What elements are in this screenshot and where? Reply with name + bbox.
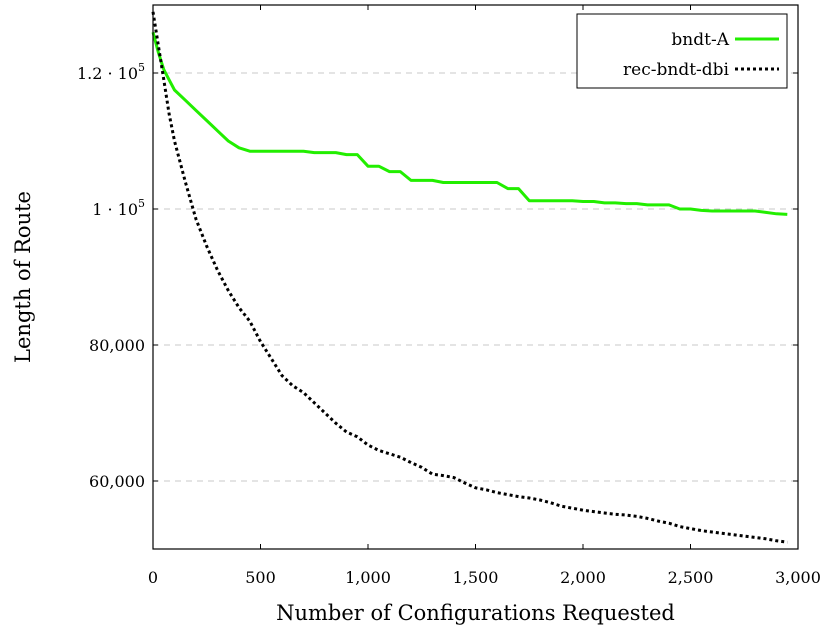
legend-box [576,13,788,89]
y-tick-label: 1.2 · 105 [77,61,145,83]
legend-label: bndt-A [671,30,729,50]
x-tick-label: 3,000 [775,568,821,587]
y-tick-label: 80,000 [89,336,145,355]
y-tick-exponent: 5 [138,61,145,74]
series-layer [151,11,788,544]
y-tick-label: 60,000 [89,472,145,491]
y-tick-base: 1.2 · 10 [77,64,138,83]
y-axis-title: Length of Route [11,191,35,363]
x-tick-label: 2,500 [668,568,714,587]
x-axis: 0 500 1,000 1,500 2,000 2,500 3,000 [148,5,821,587]
y-tick-exponent: 5 [138,197,145,210]
legend: bndt-A rec-bndt-dbi [576,13,788,89]
legend-label: rec-bndt-dbi [623,60,730,80]
x-tick-label: 2,000 [560,568,606,587]
x-tick-label: 1,000 [345,568,391,587]
x-axis-title: Number of Configurations Requested [276,601,675,625]
x-tick-label: 0 [148,568,158,587]
x-tick-label: 1,500 [453,568,499,587]
y-tick-label: 1 · 105 [92,197,145,219]
x-tick-label: 500 [245,568,276,587]
grid-lines [153,72,798,482]
series-line-rec-bndt-dbi [151,11,788,544]
y-tick-base: 1 · 10 [92,200,138,219]
series-line-bndt-A [151,31,788,216]
